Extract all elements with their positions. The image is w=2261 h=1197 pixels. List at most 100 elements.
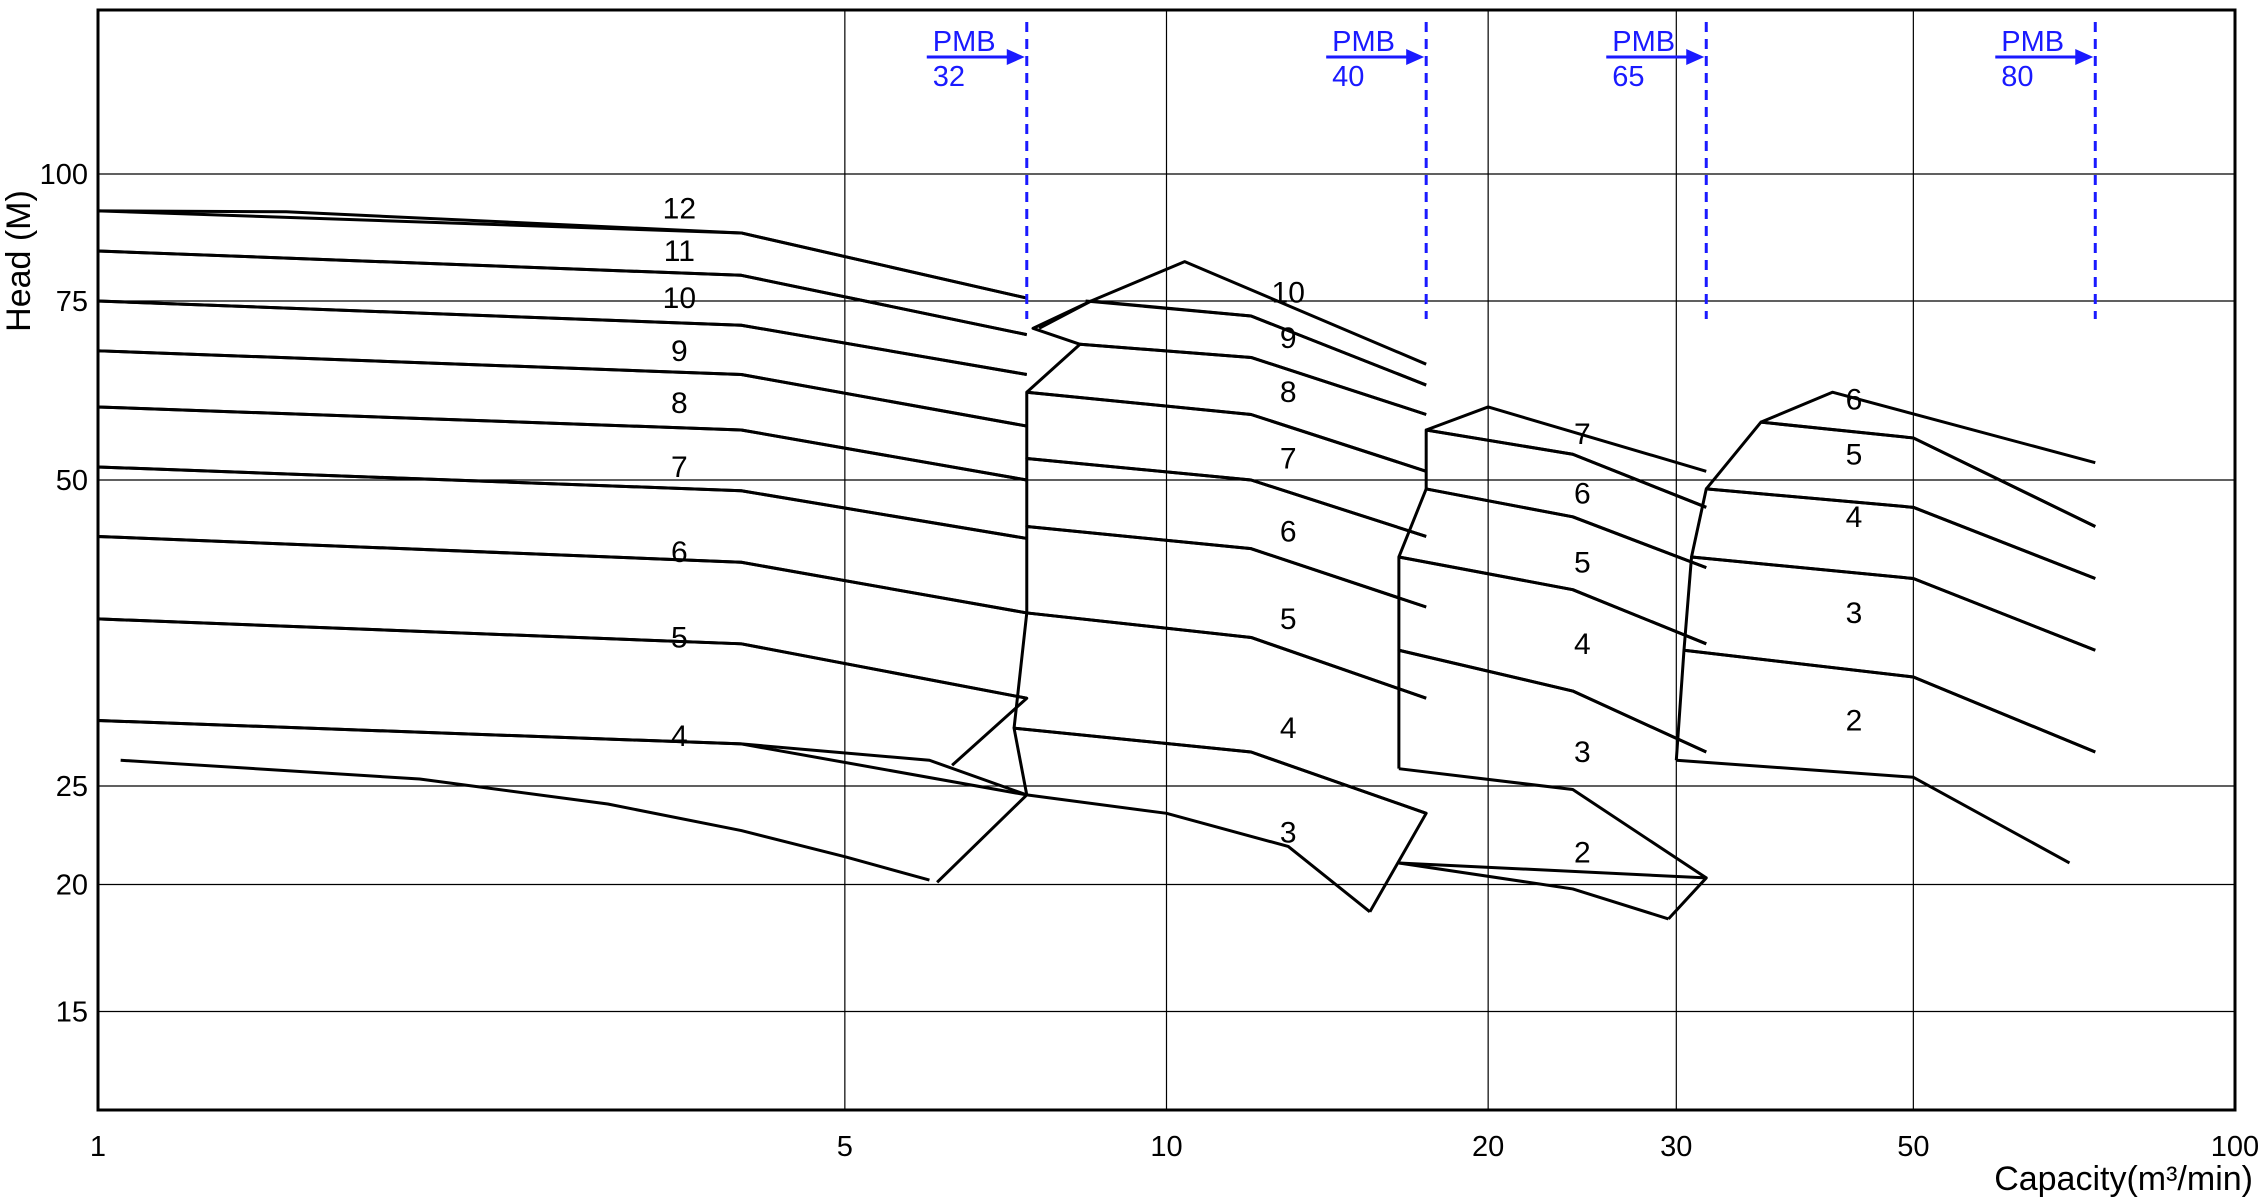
pmb-arrow-head xyxy=(1686,49,1705,65)
stage-label: 7 xyxy=(1574,418,1591,451)
stage-curve-80-5 xyxy=(1706,487,2096,580)
stage-band-40-4 xyxy=(1012,611,1427,729)
x-axis-label: Capacity(m³/min) xyxy=(1994,1160,2253,1197)
y-tick-label: 25 xyxy=(56,771,88,803)
stage-curve-65-6 xyxy=(1425,487,1707,570)
pmb-label-size: 32 xyxy=(933,61,965,93)
stage-band-40-6 xyxy=(1025,456,1427,538)
stage-band-32-10 xyxy=(96,299,1028,376)
stage-curve-40-3 xyxy=(1026,793,1371,913)
stage-label: 7 xyxy=(1280,442,1297,475)
stage-label: 3 xyxy=(1574,736,1591,769)
stage-curve-32-6 xyxy=(97,617,1028,700)
stage-curve-65-4 xyxy=(1398,648,1707,754)
stage-label: 5 xyxy=(1574,546,1591,579)
stage-label: 2 xyxy=(1846,704,1863,737)
stage-curves xyxy=(96,209,2096,921)
stage-label: 7 xyxy=(671,451,688,484)
stage-label: 6 xyxy=(1846,384,1863,417)
pmb-arrow-head xyxy=(1406,49,1425,65)
stage-curve-80-3 xyxy=(1683,648,2096,754)
stage-label: 5 xyxy=(1280,603,1297,636)
x-tick-label: 1 xyxy=(90,1131,106,1163)
pmb-label-size: 40 xyxy=(1332,61,1364,93)
stage-curve-32-9 xyxy=(97,405,1028,482)
stage-curve-40-5 xyxy=(1026,611,1427,700)
pmb-label-size: 65 xyxy=(1612,61,1644,93)
stage-band-65-5 xyxy=(1397,487,1707,570)
stage-curve-40-10 xyxy=(1085,299,1427,387)
stage-band-65-4 xyxy=(1397,555,1707,651)
stage-label: 10 xyxy=(663,282,696,315)
stage-band-40-10 xyxy=(1038,260,1427,366)
stage-curve-32-12 xyxy=(97,249,1028,337)
stage-curve-40-9 xyxy=(1079,342,1427,416)
stage-curve-40-4 xyxy=(1013,726,1427,815)
stage-curve-32-7 xyxy=(97,534,1028,615)
stage-label: 4 xyxy=(1574,628,1591,661)
y-axis-label: Head (M) xyxy=(0,190,38,332)
stage-label: 3 xyxy=(1280,817,1297,850)
x-tick-label: 5 xyxy=(837,1131,853,1163)
stage-band-32-5 xyxy=(96,617,1029,767)
stage-band-80-2 xyxy=(1674,648,2096,761)
stage-label: 9 xyxy=(671,335,688,368)
stage-label: 4 xyxy=(1280,712,1297,745)
stage-label: 3 xyxy=(1846,597,1863,630)
stage-band-80-3 xyxy=(1682,555,2096,652)
pmb-arrow-head xyxy=(2075,49,2094,65)
stage-band-65-3 xyxy=(1397,648,1707,769)
pmb-arrow-head xyxy=(1006,49,1025,65)
stage-curve-32-8 xyxy=(97,465,1028,540)
pmb-label-top: PMB xyxy=(1332,26,1395,58)
y-tick-label: 15 xyxy=(56,996,88,1028)
stage-labels: 4 5 6 7 8 9 10 11 12 3 4 5 6 7 8 9 10 2 3 4 5 6 7 2 3 4 5 6 xyxy=(663,192,1863,869)
stage-label: 9 xyxy=(1280,322,1297,355)
stage-curve-65-5 xyxy=(1398,555,1707,646)
stage-curve-32-10 xyxy=(97,349,1028,428)
stage-band-80-4 xyxy=(1690,487,2096,580)
pmb-label-top: PMB xyxy=(2001,26,2064,58)
stage-curve-40-8 xyxy=(1026,390,1427,473)
x-tick-label: 10 xyxy=(1150,1131,1182,1163)
x-tick-label: 30 xyxy=(1660,1131,1692,1163)
y-tick-label: 20 xyxy=(56,869,88,901)
stage-label: 2 xyxy=(1574,837,1591,870)
pmb-label-top: PMB xyxy=(1612,26,1675,58)
x-tick-label: 50 xyxy=(1897,1131,1929,1163)
stage-band-40-5 xyxy=(1025,525,1427,613)
stage-curve-32-4 xyxy=(120,758,930,882)
stage-label: 6 xyxy=(1574,477,1591,510)
stage-band-32-11 xyxy=(96,249,1028,337)
stage-curve-80-4 xyxy=(1691,555,2096,652)
stage-label: 10 xyxy=(1272,276,1305,309)
plot-frame xyxy=(96,8,2237,1112)
stage-label: 11 xyxy=(664,235,695,268)
stage-curve-40-6 xyxy=(1026,525,1427,609)
stage-curve-65-3 xyxy=(1398,767,1708,880)
stage-label: 12 xyxy=(663,192,696,225)
stage-curve-65-2 xyxy=(1398,861,1669,921)
stage-label: 6 xyxy=(1280,515,1297,548)
x-tick-label: 20 xyxy=(1472,1131,1504,1163)
stage-band-80-6 xyxy=(1760,390,2096,465)
stage-label: 5 xyxy=(1846,438,1863,471)
grid xyxy=(98,10,2235,1110)
stage-label: 4 xyxy=(1846,501,1863,534)
stage-label: 4 xyxy=(671,720,688,753)
stage-band-65-7 xyxy=(1425,405,1707,473)
stage-band-40-7 xyxy=(1025,390,1427,473)
pmb-label-size: 80 xyxy=(2001,61,2033,93)
y-tick-label: 100 xyxy=(40,159,88,191)
stage-curve-80-2 xyxy=(1676,758,2071,865)
stage-band-32-8 xyxy=(96,405,1028,482)
stage-label: 8 xyxy=(1280,376,1297,409)
stage-curve-32-12 top xyxy=(97,209,1028,300)
stage-band-32-4 xyxy=(96,718,1029,884)
stage-curve-32-5 xyxy=(97,718,1028,797)
stage-label: 5 xyxy=(671,621,688,654)
stage-curve-80-6 xyxy=(1760,420,2096,528)
